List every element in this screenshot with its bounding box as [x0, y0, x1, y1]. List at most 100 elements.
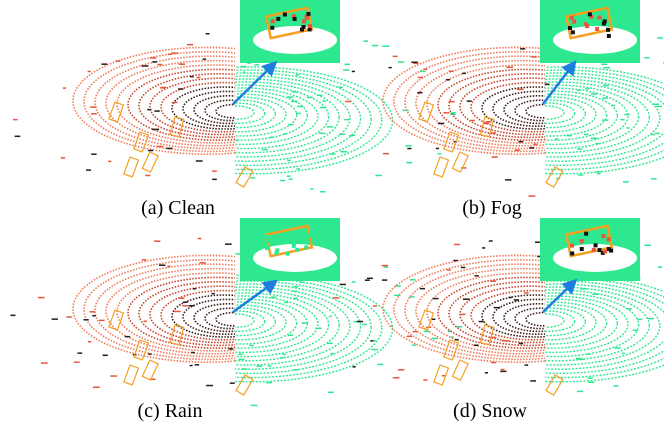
- point: [352, 281, 356, 283]
- point: [446, 79, 450, 81]
- inset-point: [580, 247, 584, 251]
- inset-point: [298, 232, 302, 236]
- point: [656, 106, 662, 108]
- point: [168, 53, 172, 55]
- point: [288, 335, 293, 337]
- point: [338, 86, 342, 88]
- inset-point: [572, 20, 576, 24]
- inset-point: [568, 26, 572, 30]
- point: [578, 359, 585, 361]
- bounding-box: [124, 157, 139, 177]
- bounding-box: [109, 102, 124, 122]
- point: [141, 65, 148, 67]
- inset-point: [570, 251, 574, 255]
- point: [409, 296, 414, 298]
- scan-ring: [106, 269, 320, 354]
- inset-point: [571, 30, 575, 34]
- point: [197, 77, 201, 79]
- point: [577, 148, 582, 150]
- inset-point: [267, 239, 271, 243]
- inset-point: [266, 235, 270, 239]
- point: [460, 314, 466, 316]
- point: [577, 90, 581, 92]
- point: [595, 143, 598, 144]
- point: [588, 382, 594, 384]
- point: [402, 110, 408, 112]
- cloud-right: [111, 67, 392, 174]
- point: [410, 279, 416, 281]
- point: [212, 179, 217, 181]
- point: [183, 301, 188, 303]
- scan-ring: [73, 47, 341, 154]
- point: [322, 100, 326, 102]
- point: [648, 318, 654, 320]
- point: [319, 133, 326, 135]
- scan-ring: [383, 47, 651, 154]
- inset-point: [580, 239, 584, 243]
- inset-point: [601, 234, 605, 238]
- point: [307, 97, 313, 99]
- point: [652, 104, 659, 106]
- ego-void: [225, 316, 245, 324]
- point: [343, 69, 349, 71]
- point: [99, 320, 105, 322]
- point: [655, 133, 660, 135]
- point: [482, 247, 485, 249]
- point: [596, 171, 601, 173]
- point: [66, 316, 71, 318]
- inset-point: [294, 236, 298, 240]
- point: [375, 175, 382, 177]
- inset-point: [308, 234, 312, 238]
- point: [604, 67, 610, 69]
- point: [145, 175, 150, 177]
- point: [518, 141, 523, 143]
- point: [352, 71, 355, 73]
- point: [413, 331, 418, 333]
- point: [383, 153, 389, 155]
- point: [88, 341, 92, 343]
- inset-point: [603, 250, 607, 254]
- point: [154, 240, 160, 242]
- inset-point: [602, 22, 606, 26]
- point: [152, 129, 159, 131]
- scan-ring: [111, 275, 392, 382]
- inset-point: [283, 12, 287, 16]
- point: [254, 64, 259, 66]
- point: [462, 73, 466, 75]
- point: [250, 177, 255, 179]
- point: [506, 66, 513, 68]
- inset-void: [553, 26, 637, 54]
- point: [461, 267, 466, 269]
- point: [491, 362, 496, 364]
- point: [637, 319, 642, 321]
- point: [602, 119, 608, 121]
- point: [651, 178, 657, 180]
- scan-ring: [106, 61, 320, 146]
- point: [198, 238, 202, 240]
- point: [585, 88, 589, 90]
- point: [447, 269, 451, 271]
- point: [530, 380, 536, 382]
- point: [161, 87, 166, 89]
- point: [320, 107, 327, 109]
- point: [514, 299, 519, 301]
- point: [266, 382, 272, 384]
- point: [384, 266, 389, 268]
- point: [393, 56, 398, 58]
- point: [203, 58, 206, 60]
- point: [418, 77, 423, 79]
- point: [407, 336, 413, 338]
- point: [474, 275, 478, 277]
- bounding-box: [452, 152, 468, 172]
- point: [195, 364, 200, 366]
- inset-point: [609, 249, 613, 253]
- point: [225, 243, 232, 245]
- inset-point: [304, 245, 308, 249]
- point: [442, 375, 445, 377]
- point: [341, 151, 348, 153]
- point: [339, 133, 346, 135]
- point: [166, 148, 172, 150]
- point: [142, 259, 147, 261]
- point: [471, 120, 475, 121]
- point: [365, 279, 370, 281]
